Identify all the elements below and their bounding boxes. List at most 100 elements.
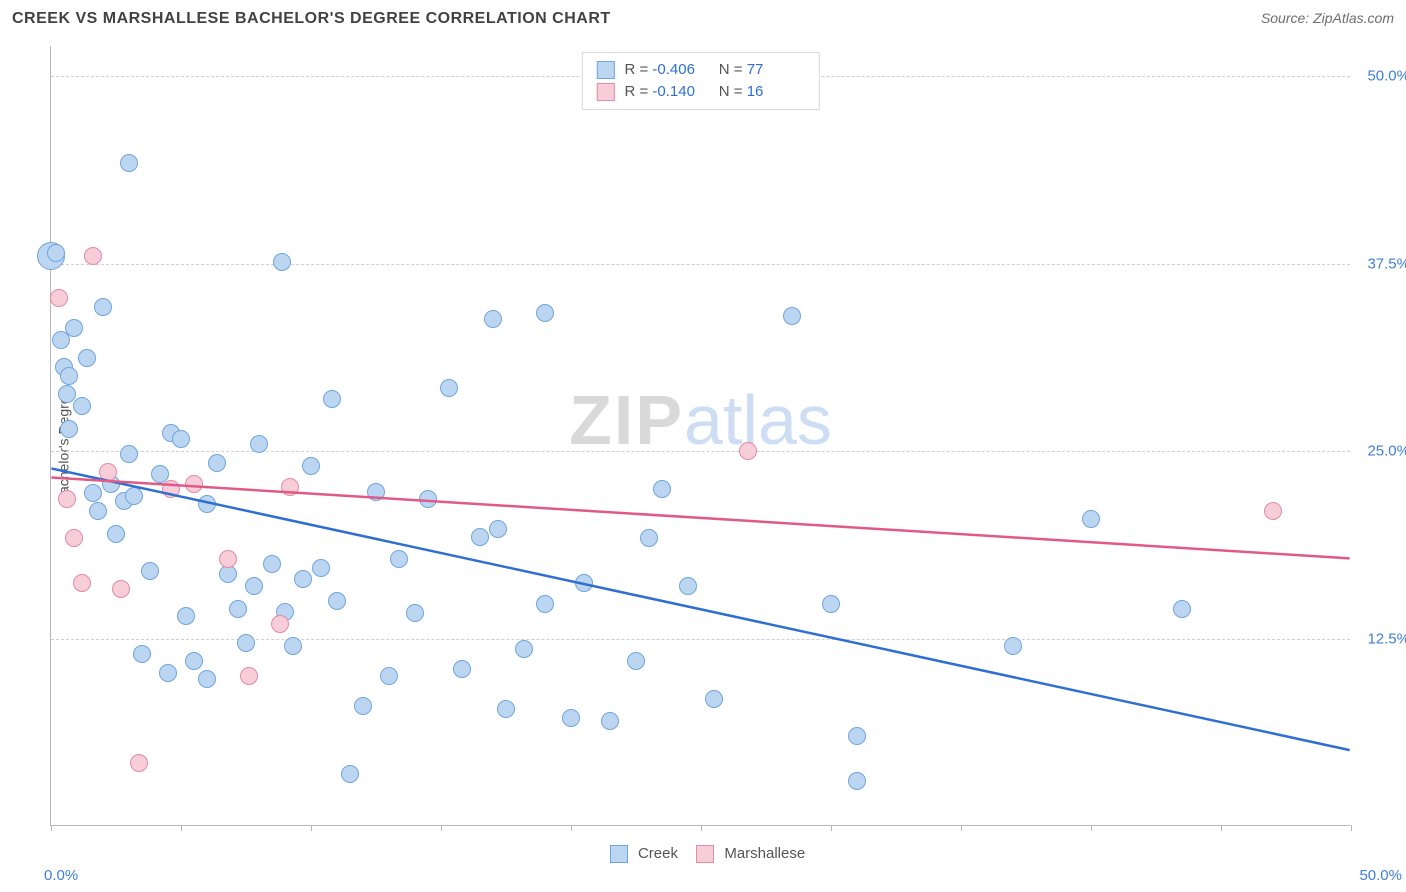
gridline bbox=[51, 451, 1350, 452]
data-point-creek bbox=[627, 652, 645, 670]
data-point-marshallese bbox=[739, 442, 757, 460]
scatter-plot: ZIPatlas R = -0.406 N = 77 R = -0.140 N … bbox=[50, 46, 1350, 826]
data-point-creek bbox=[120, 445, 138, 463]
data-point-creek bbox=[515, 640, 533, 658]
data-point-creek bbox=[471, 528, 489, 546]
trend-lines bbox=[51, 46, 1350, 825]
data-point-marshallese bbox=[130, 754, 148, 772]
x-axis-max-label: 50.0% bbox=[1359, 867, 1402, 884]
data-point-creek bbox=[323, 390, 341, 408]
data-point-creek bbox=[419, 490, 437, 508]
y-tick-label: 50.0% bbox=[1358, 68, 1406, 85]
data-point-creek bbox=[133, 645, 151, 663]
data-point-creek bbox=[601, 712, 619, 730]
data-point-creek bbox=[822, 595, 840, 613]
watermark: ZIPatlas bbox=[569, 380, 832, 460]
x-tick bbox=[961, 825, 962, 831]
data-point-marshallese bbox=[162, 480, 180, 498]
data-point-creek bbox=[284, 637, 302, 655]
data-point-creek bbox=[78, 349, 96, 367]
data-point-creek bbox=[198, 670, 216, 688]
data-point-creek bbox=[783, 307, 801, 325]
stats-row-marshallese: R = -0.140 N = 16 bbox=[596, 81, 804, 103]
data-point-creek bbox=[653, 480, 671, 498]
data-point-creek bbox=[94, 298, 112, 316]
source-label: Source: ZipAtlas.com bbox=[1261, 10, 1394, 26]
data-point-creek bbox=[263, 555, 281, 573]
y-tick-label: 12.5% bbox=[1358, 630, 1406, 647]
data-point-creek bbox=[273, 253, 291, 271]
data-point-creek bbox=[367, 483, 385, 501]
data-point-creek bbox=[848, 727, 866, 745]
data-point-creek bbox=[536, 595, 554, 613]
creek-n-value: 77 bbox=[747, 61, 805, 78]
series-legend: Creek Marshallese bbox=[51, 845, 1350, 863]
data-point-marshallese bbox=[281, 478, 299, 496]
data-point-marshallese bbox=[99, 463, 117, 481]
data-point-creek bbox=[390, 550, 408, 568]
data-point-creek bbox=[208, 454, 226, 472]
x-tick bbox=[571, 825, 572, 831]
data-point-creek bbox=[60, 420, 78, 438]
data-point-marshallese bbox=[58, 490, 76, 508]
data-point-creek bbox=[312, 559, 330, 577]
x-tick bbox=[701, 825, 702, 831]
data-point-creek bbox=[1173, 600, 1191, 618]
data-point-creek bbox=[406, 604, 424, 622]
swatch-creek-icon bbox=[610, 845, 628, 863]
data-point-marshallese bbox=[240, 667, 258, 685]
data-point-creek bbox=[125, 487, 143, 505]
trend-line-marshallese bbox=[51, 477, 1349, 558]
data-point-marshallese bbox=[112, 580, 130, 598]
data-point-creek bbox=[328, 592, 346, 610]
gridline bbox=[51, 264, 1350, 265]
data-point-creek bbox=[58, 385, 76, 403]
x-tick bbox=[1221, 825, 1222, 831]
data-point-creek bbox=[302, 457, 320, 475]
data-point-creek bbox=[89, 502, 107, 520]
data-point-marshallese bbox=[50, 289, 68, 307]
data-point-creek bbox=[60, 367, 78, 385]
data-point-creek bbox=[484, 310, 502, 328]
data-point-marshallese bbox=[1264, 502, 1282, 520]
data-point-creek bbox=[1082, 510, 1100, 528]
data-point-creek bbox=[84, 484, 102, 502]
data-point-creek bbox=[562, 709, 580, 727]
y-tick-label: 37.5% bbox=[1358, 255, 1406, 272]
data-point-creek bbox=[536, 304, 554, 322]
x-tick bbox=[1351, 825, 1352, 831]
marshallese-r-value: -0.140 bbox=[652, 83, 710, 100]
data-point-creek bbox=[73, 397, 91, 415]
x-tick bbox=[831, 825, 832, 831]
data-point-creek bbox=[120, 154, 138, 172]
data-point-creek bbox=[354, 697, 372, 715]
data-point-marshallese bbox=[73, 574, 91, 592]
x-tick bbox=[51, 825, 52, 831]
data-point-creek bbox=[440, 379, 458, 397]
data-point-creek bbox=[141, 562, 159, 580]
data-point-marshallese bbox=[84, 247, 102, 265]
data-point-creek bbox=[185, 652, 203, 670]
data-point-creek bbox=[497, 700, 515, 718]
x-tick bbox=[441, 825, 442, 831]
legend-label-creek: Creek bbox=[638, 845, 678, 862]
data-point-creek bbox=[679, 577, 697, 595]
data-point-creek bbox=[172, 430, 190, 448]
data-point-creek bbox=[489, 520, 507, 538]
data-point-creek bbox=[575, 574, 593, 592]
data-point-creek bbox=[159, 664, 177, 682]
legend-label-marshallese: Marshallese bbox=[724, 845, 805, 862]
chart-title: CREEK VS MARSHALLESE BACHELOR'S DEGREE C… bbox=[12, 10, 611, 27]
data-point-creek bbox=[380, 667, 398, 685]
data-point-marshallese bbox=[271, 615, 289, 633]
x-tick bbox=[311, 825, 312, 831]
y-tick-label: 25.0% bbox=[1358, 443, 1406, 460]
data-point-creek bbox=[640, 529, 658, 547]
data-point-creek bbox=[47, 244, 65, 262]
data-point-creek bbox=[1004, 637, 1022, 655]
stats-row-creek: R = -0.406 N = 77 bbox=[596, 59, 804, 81]
data-point-creek bbox=[250, 435, 268, 453]
data-point-creek bbox=[848, 772, 866, 790]
data-point-marshallese bbox=[65, 529, 83, 547]
data-point-creek bbox=[294, 570, 312, 588]
